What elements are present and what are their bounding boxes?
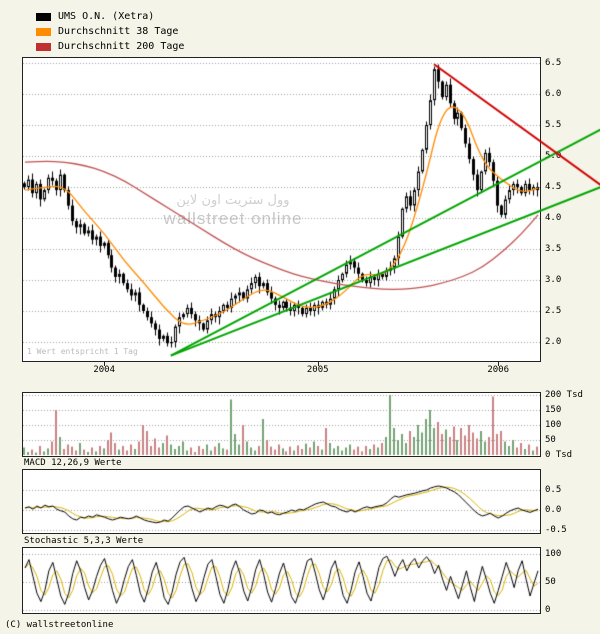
tick-label: -0.5 xyxy=(545,525,567,535)
chart-note: 1 Wert entspricht 1 Tag xyxy=(27,347,138,356)
legend-item-ma200: Durchschnitt 200 Tage xyxy=(36,39,184,54)
tick-label: 2005 xyxy=(306,365,329,375)
tick-label: 0.0 xyxy=(545,505,562,515)
ma38-swatch xyxy=(36,27,51,36)
tick-label: 3.5 xyxy=(545,244,562,254)
axis-tick xyxy=(317,362,319,366)
tick-label: 6.5 xyxy=(545,58,562,68)
tick-label: 2.5 xyxy=(545,306,562,316)
axis-tick xyxy=(498,362,500,366)
tick-label: 2006 xyxy=(487,365,509,375)
tick-label: 0.5 xyxy=(545,485,562,495)
ma200-swatch xyxy=(36,42,51,51)
tick-label: 5.5 xyxy=(545,120,562,130)
legend: UMS O.N. (Xetra) Durchschnitt 38 Tage Du… xyxy=(36,9,184,54)
legend-label: UMS O.N. (Xetra) xyxy=(58,11,155,22)
legend-label: Durchschnitt 200 Tage xyxy=(58,41,185,52)
legend-label: Durchschnitt 38 Tage xyxy=(58,26,179,37)
volume-panel xyxy=(22,392,541,457)
tick-label: 100 xyxy=(545,420,562,430)
price-swatch xyxy=(36,12,51,21)
tick-label: 4.5 xyxy=(545,182,562,192)
tick-label: 0 xyxy=(545,605,551,615)
tick-label: 4.0 xyxy=(545,213,562,223)
axis-tick xyxy=(104,362,106,366)
stochastic-canvas xyxy=(23,548,540,613)
stochastic-title: Stochastic 5,3,3 Werte xyxy=(24,536,144,546)
volume-canvas xyxy=(23,393,540,456)
macd-title: MACD 12,26,9 Werte xyxy=(24,458,122,468)
legend-item-ma38: Durchschnitt 38 Tage xyxy=(36,24,184,39)
tick-label: 200 Tsd xyxy=(545,390,583,400)
tick-label: 6.0 xyxy=(545,89,562,99)
price-chart-panel: وول ستريت اون لاين wallstreet online 1 W… xyxy=(22,57,541,362)
stochastic-panel xyxy=(22,547,541,614)
tick-label: 3.0 xyxy=(545,275,562,285)
tick-label: 150 xyxy=(545,405,562,415)
tick-label: 50 xyxy=(545,577,556,587)
tick-label: 100 xyxy=(545,549,562,559)
tick-label: 2.0 xyxy=(545,337,562,347)
copyright-text: (C) wallstreetonline xyxy=(5,620,114,630)
tick-label: 50 xyxy=(545,435,556,445)
tick-label: 0 Tsd xyxy=(545,450,573,460)
legend-item-price: UMS O.N. (Xetra) xyxy=(36,9,184,24)
tick-label: 5.0 xyxy=(545,151,562,161)
tick-label: 2004 xyxy=(93,365,116,375)
macd-canvas xyxy=(23,470,540,533)
macd-panel xyxy=(22,469,541,534)
price-canvas xyxy=(23,58,540,361)
